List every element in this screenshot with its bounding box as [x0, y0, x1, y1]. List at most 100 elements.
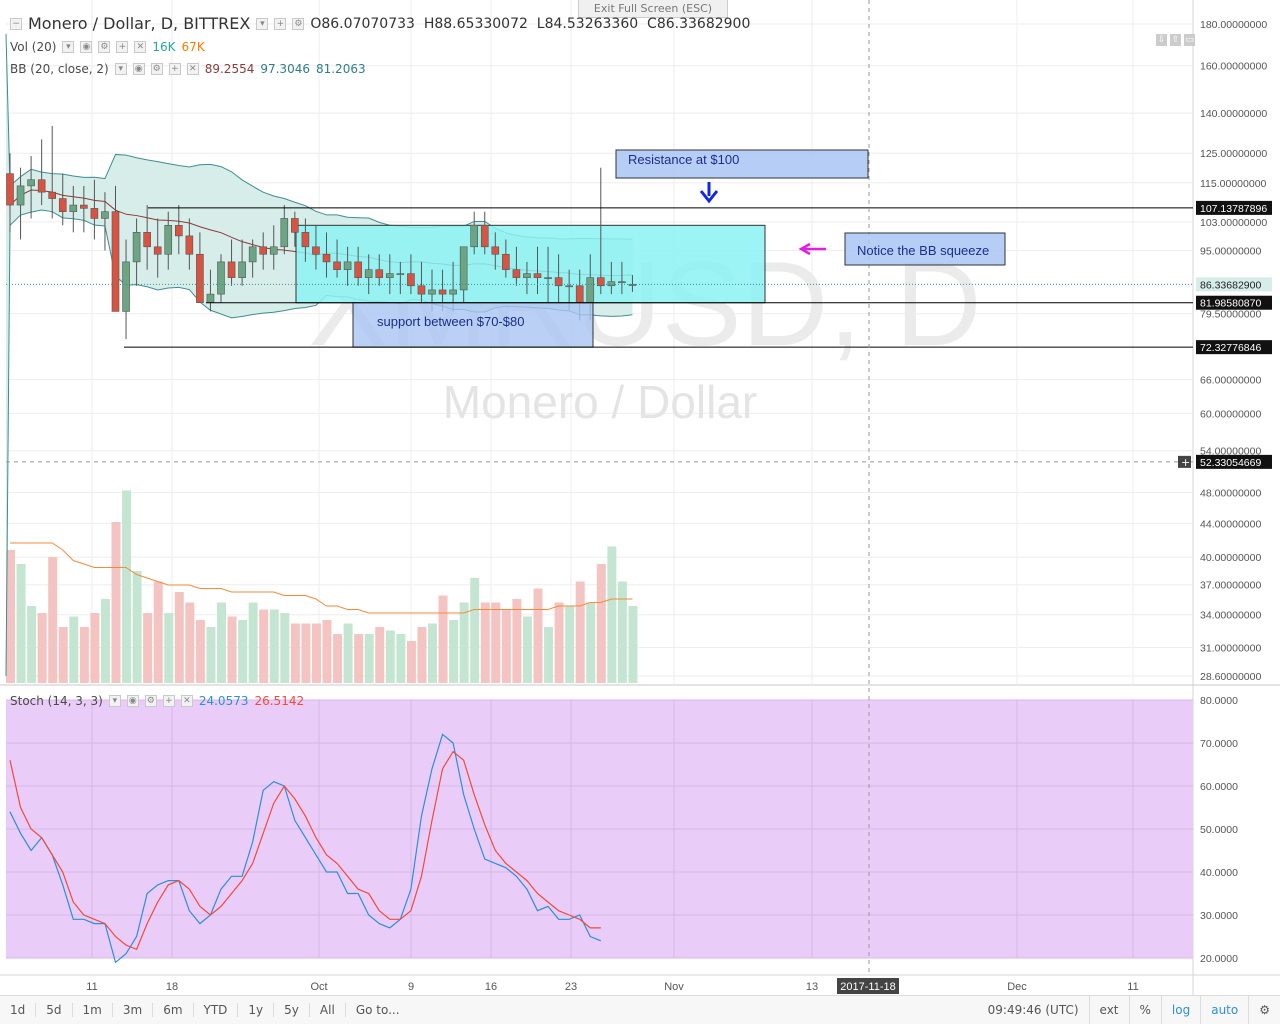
log-toggle[interactable]: log [1160, 996, 1200, 1024]
candle-body [132, 232, 141, 263]
candle-body [575, 285, 584, 303]
interval-1y[interactable]: 1y [237, 1003, 273, 1017]
candle-body [27, 179, 35, 187]
auto-toggle[interactable]: auto [1200, 996, 1248, 1024]
volume-bar [428, 623, 437, 683]
interval-1d[interactable]: 1d [10, 1003, 26, 1017]
interval-5d[interactable]: 5d [35, 1003, 71, 1017]
volume-bar [375, 627, 385, 683]
candle-body [491, 246, 500, 255]
settings-icon[interactable]: ⚙ [150, 63, 163, 75]
stoch-legend-name[interactable]: Stoch (14, 3, 3) [10, 694, 103, 708]
dropdown-icon[interactable]: ▾ [114, 63, 127, 75]
move-down-icon[interactable]: ⇩ [1156, 34, 1167, 46]
settings-icon[interactable]: ⚙ [144, 695, 157, 707]
price-tag [1196, 200, 1272, 215]
goto-button[interactable]: Go to... [344, 1003, 410, 1017]
price-tick-label: 40.00000000 [1200, 552, 1261, 564]
interval-6m[interactable]: 6m [152, 1003, 192, 1017]
price-tick-label: 103.00000000 [1200, 217, 1267, 229]
candle-body [217, 261, 225, 295]
eye-icon[interactable]: ◉ [132, 63, 145, 75]
eye-icon[interactable]: ◉ [126, 695, 139, 707]
interval-5y[interactable]: 5y [273, 1003, 309, 1017]
interval-ytd[interactable]: YTD [192, 1003, 238, 1017]
candle-body [512, 269, 521, 278]
volume-bar [354, 634, 364, 683]
add-icon[interactable]: + [116, 41, 129, 53]
symbol-title[interactable]: Monero / Dollar, D, BITTREX [28, 14, 251, 33]
interval-all[interactable]: All [308, 1003, 345, 1017]
volume-bar [628, 606, 638, 683]
volume-bar [607, 546, 617, 683]
eye-icon[interactable]: ◉ [80, 41, 93, 53]
candle-body [459, 246, 468, 291]
interval-1m[interactable]: 1m [71, 1003, 112, 1017]
volume-bar [90, 613, 100, 683]
price-tick-label: 34.00000000 [1200, 610, 1261, 622]
price-tick-label: 160.00000000 [1200, 61, 1267, 73]
volume-bar [259, 609, 269, 683]
settings-icon[interactable]: ⚙ [292, 17, 305, 30]
add-level-icon [1178, 455, 1191, 468]
dropdown-icon[interactable]: ▾ [62, 41, 75, 53]
move-up-icon[interactable]: ⇧ [1170, 34, 1181, 46]
percent-toggle[interactable]: % [1128, 996, 1161, 1024]
time-tick-label: 11 [86, 981, 97, 993]
volume-bar [269, 609, 279, 683]
time-tick-label: 23 [565, 981, 577, 993]
bb-legend-name[interactable]: BB (20, close, 2) [10, 62, 109, 76]
candle-body [333, 261, 341, 270]
volume-bar [195, 620, 205, 683]
pane-controls: ⇩ ⇧ ▭ [1156, 34, 1195, 46]
volume-bar [333, 634, 343, 683]
volume-bar [248, 602, 258, 683]
clock-time[interactable]: 09:49:46 (UTC) [987, 1003, 1079, 1017]
candle-body [227, 261, 236, 278]
close-icon[interactable]: ✕ [186, 63, 199, 75]
candle-body [122, 261, 130, 312]
volume-bar [438, 595, 448, 683]
maximize-icon[interactable]: ▭ [1184, 34, 1195, 46]
price-tag [1196, 454, 1272, 469]
candle-body [565, 285, 573, 288]
time-tick-label: Nov [664, 981, 684, 993]
volume-ma-line [10, 542, 633, 614]
candle-body [523, 273, 531, 278]
compare-icon[interactable]: + [274, 17, 287, 30]
bb-legend: BB (20, close, 2) ▾ ◉ ⚙ + ✕ 89.2554 97.3… [10, 62, 366, 76]
bb-band-fill [6, 33, 633, 676]
candle-body [449, 289, 457, 295]
settings-icon[interactable]: ⚙ [98, 41, 111, 53]
stoch-legend: Stoch (14, 3, 3) ▾ ◉ ⚙ + ✕ 24.0573 26.51… [10, 694, 304, 708]
collapse-icon[interactable]: − [10, 17, 22, 30]
candle-body [364, 269, 373, 278]
close-icon[interactable]: ✕ [180, 695, 193, 707]
volume-bar [58, 627, 68, 683]
candle-body [385, 273, 394, 278]
stoch-d-line [9, 750, 601, 951]
add-icon[interactable]: + [162, 695, 175, 707]
stoch-tick-label: 30.0000 [1200, 910, 1238, 922]
exit-fullscreen-button[interactable]: Exit Full Screen (ESC) [578, 0, 728, 18]
add-icon[interactable]: + [168, 63, 181, 75]
interval-3m[interactable]: 3m [111, 1003, 152, 1017]
price-tick-label: 28.60000000 [1200, 671, 1261, 683]
volume-bar [311, 623, 321, 683]
volume-bar [501, 609, 511, 683]
ext-toggle[interactable]: ext [1088, 996, 1129, 1024]
volume-legend-name[interactable]: Vol (20) [10, 40, 57, 54]
dropdown-icon[interactable]: ▾ [108, 695, 121, 707]
price-tick-label: 79.50000000 [1200, 309, 1261, 321]
settings-icon[interactable]: ⚙ [1248, 996, 1280, 1024]
volume-bar [364, 634, 374, 683]
volume-bar [217, 602, 226, 683]
ohlc-readout: O86.07070733 H88.65330072 L84.53263360 C… [310, 15, 751, 32]
candle-body [428, 289, 436, 295]
squeeze-box [844, 232, 1006, 266]
dropdown-icon[interactable]: ▾ [256, 17, 269, 30]
close-icon[interactable]: ✕ [134, 41, 147, 53]
candle-body [312, 246, 320, 255]
price-tick-label: 115.00000000 [1200, 178, 1267, 190]
